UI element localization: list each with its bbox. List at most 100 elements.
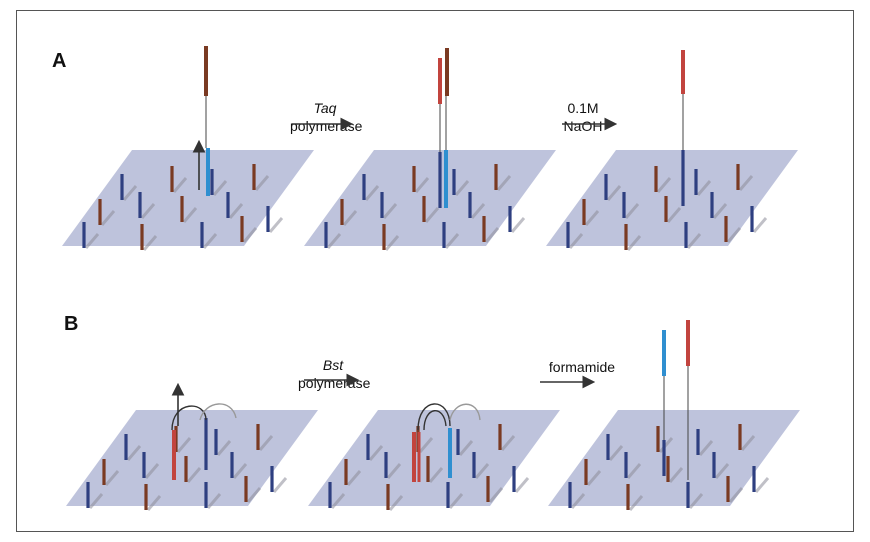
probe-shadow <box>176 437 192 453</box>
probes-layer <box>82 164 756 510</box>
probe-shadow <box>228 203 244 219</box>
probe-shadow <box>122 185 138 201</box>
probe-shadow <box>142 235 158 251</box>
probe-shadow <box>666 207 682 223</box>
probe-shadow <box>126 445 142 461</box>
array-plate <box>304 150 556 246</box>
probe-shadow <box>454 180 470 196</box>
array-plate <box>66 410 318 506</box>
probe-shadow <box>608 445 624 461</box>
probe-shadow <box>414 177 430 193</box>
enzyme-name: Bst <box>322 357 344 373</box>
probe-shadow <box>474 463 490 479</box>
step-b2-label: formamide <box>532 358 632 376</box>
probe-shadow <box>254 175 270 191</box>
probe-shadow <box>206 493 222 509</box>
enzyme-name: Taq <box>313 100 337 116</box>
probe-shadow <box>384 235 400 251</box>
probe-shadow <box>484 227 500 243</box>
reagent-concentration: 0.1M <box>567 100 599 116</box>
probe-shadow <box>740 435 756 451</box>
hairpin-loop <box>417 403 451 431</box>
panel-label-a: A <box>52 50 67 72</box>
probe-shadow <box>714 463 730 479</box>
probe-shadow <box>212 180 228 196</box>
probe-shadow <box>258 435 274 451</box>
probe-shadow <box>368 445 384 461</box>
probe-shadow <box>470 203 486 219</box>
probe-shadow <box>144 463 160 479</box>
probe-shadow <box>696 180 712 196</box>
probe-shadow <box>202 233 218 249</box>
probe-shadow <box>628 495 644 511</box>
probe-shadow <box>386 463 402 479</box>
hairpin-loop <box>171 405 207 431</box>
probe-shadow <box>488 487 504 503</box>
probe-shadow <box>570 493 586 509</box>
step-a2-label: 0.1M NaOH <box>558 99 608 135</box>
probe-shadow <box>514 477 530 493</box>
probe-shadow <box>728 487 744 503</box>
probe-shadow <box>242 227 258 243</box>
probe-shadow <box>140 203 156 219</box>
overlays-layer <box>171 46 690 482</box>
probe-shadow <box>606 185 622 201</box>
probe-shadow <box>496 175 512 191</box>
probe-shadow <box>88 493 104 509</box>
probe-shadow <box>584 210 600 226</box>
probe-shadow <box>656 177 672 193</box>
probe-shadow <box>626 463 642 479</box>
probe-shadow <box>510 217 526 233</box>
probe-shadow <box>752 217 768 233</box>
probe-shadow <box>104 470 120 486</box>
probe-shadow <box>626 235 642 251</box>
probe-shadows-layer <box>84 175 770 511</box>
probe-shadow <box>342 210 358 226</box>
probe-shadow <box>182 207 198 223</box>
probe-shadow <box>738 175 754 191</box>
probe-shadow <box>500 435 516 451</box>
probe-shadow <box>388 495 404 511</box>
probe-shadow <box>272 477 288 493</box>
probe-shadow <box>146 495 162 511</box>
probe-shadow <box>232 463 248 479</box>
plates-layer <box>62 150 800 506</box>
probe-shadow <box>444 233 460 249</box>
array-plate <box>546 150 798 246</box>
probe-shadow <box>686 233 702 249</box>
probe-shadow <box>330 493 346 509</box>
probe-shadow <box>712 203 728 219</box>
probe-shadow <box>186 467 202 483</box>
probe-shadow <box>424 207 440 223</box>
probe-shadow <box>418 437 434 453</box>
probe-shadow <box>428 467 444 483</box>
array-plate <box>548 410 800 506</box>
probe-shadow <box>568 233 584 249</box>
probe-shadow <box>326 233 342 249</box>
probe-shadow <box>688 493 704 509</box>
probe-shadow <box>586 470 602 486</box>
reagent-name: NaOH <box>563 118 603 134</box>
array-plate <box>62 150 314 246</box>
probe-shadow <box>726 227 742 243</box>
hairpin-loop-shadow <box>449 403 481 421</box>
probe-shadow <box>458 440 474 456</box>
probe-shadow <box>448 493 464 509</box>
probe-shadow <box>754 477 770 493</box>
probe-shadow <box>268 217 284 233</box>
probe-shadow <box>100 210 116 226</box>
probe-shadow <box>624 203 640 219</box>
array-plate <box>308 410 560 506</box>
probe-shadow <box>246 487 262 503</box>
reagent-name: formamide <box>548 359 616 375</box>
probe-shadow <box>658 437 674 453</box>
probe-shadow <box>668 467 684 483</box>
probe-shadow <box>698 440 714 456</box>
panel-label-b: B <box>64 313 79 335</box>
hairpin-loop <box>423 410 447 431</box>
probe-shadow <box>84 233 100 249</box>
probe-shadow <box>346 470 362 486</box>
probe-shadow <box>172 177 188 193</box>
probe-shadow <box>364 185 380 201</box>
